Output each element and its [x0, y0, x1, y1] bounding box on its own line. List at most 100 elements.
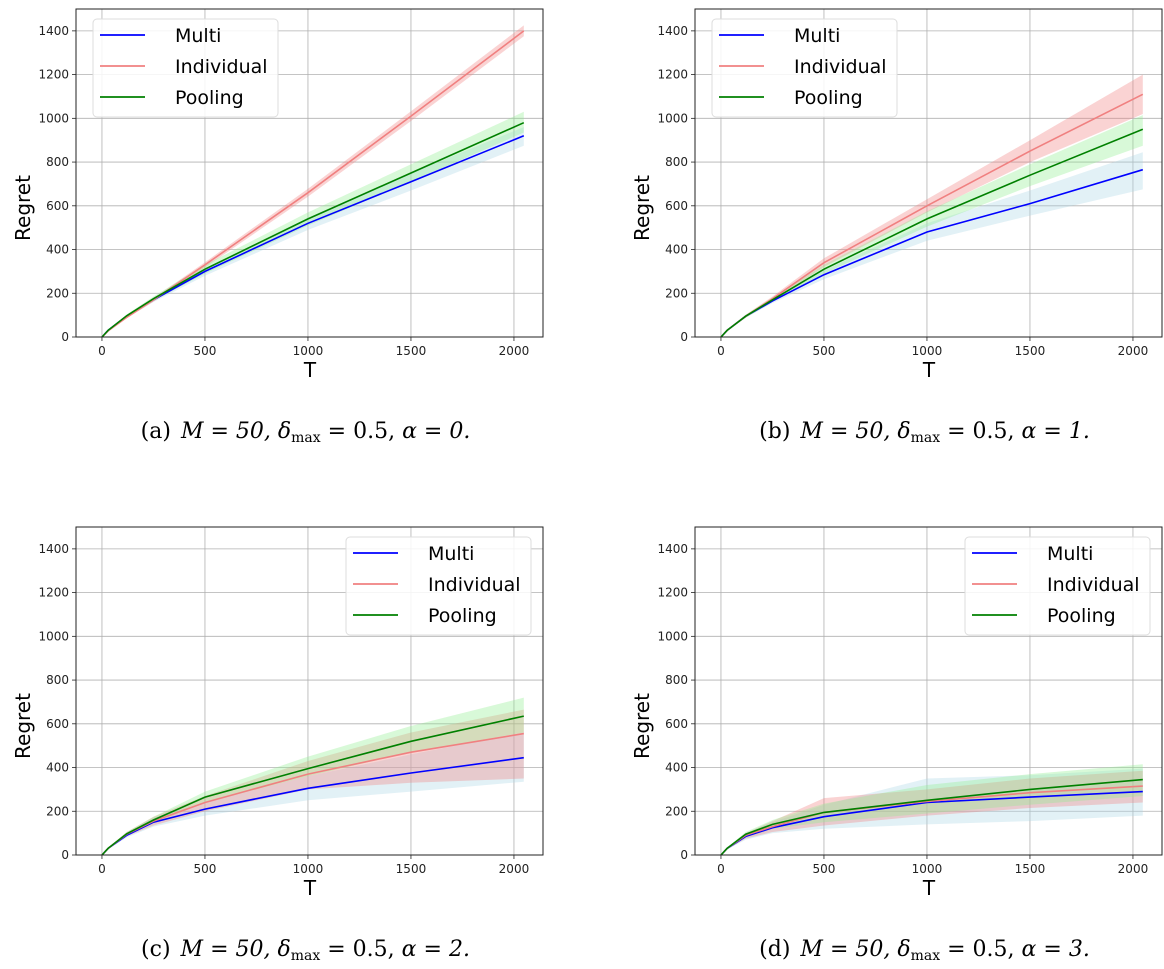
- legend-label-individual: Individual: [794, 56, 887, 78]
- series-line-pooling: [101, 121, 525, 338]
- x-tick-label: 2000: [1118, 344, 1149, 358]
- legend: Multi Individual Pooling: [711, 18, 898, 118]
- band-individual: [102, 709, 524, 855]
- band-pooling: [102, 111, 524, 337]
- y-tick-label: 800: [665, 673, 688, 687]
- x-tick-label: 1000: [912, 344, 943, 358]
- x-tick-label: 500: [813, 344, 836, 358]
- x-axis-label: T: [922, 876, 936, 900]
- x-tick-label: 2000: [499, 344, 530, 358]
- y-tick-label: 1400: [38, 542, 69, 556]
- caption-b: (b) M = 50, δmax = 0.5, α = 1.: [759, 419, 1090, 446]
- caption-delta: δ: [277, 937, 291, 962]
- x-tick-label: 2000: [499, 862, 530, 876]
- caption-d: (d) M = 50, δmax = 0.5, α = 3.: [759, 937, 1090, 964]
- legend-label-multi: Multi: [1047, 543, 1093, 565]
- y-tick-label: 1200: [38, 586, 69, 600]
- y-tick-label: 1400: [657, 542, 688, 556]
- subplot-c: 0 500 1000 1500 2000 0 200 400 600 800 1000 1200 140…: [11, 526, 544, 900]
- x-tick-label: 1500: [396, 862, 427, 876]
- x-axis-label: T: [303, 876, 317, 900]
- y-tick-label: 0: [680, 330, 688, 344]
- y-tick-label: 400: [46, 243, 69, 257]
- x-tick-label: 0: [98, 344, 106, 358]
- legend-box: [964, 536, 1151, 636]
- y-axis-label: Regret: [630, 175, 654, 241]
- subplot-a: 0 500 1000 1500 2000 0 200 400 600 800 1000 1200 140…: [11, 8, 544, 382]
- legend-label-pooling: Pooling: [794, 87, 863, 109]
- legend-label-multi: Multi: [794, 25, 840, 47]
- x-tick-label: 0: [717, 862, 725, 876]
- y-tick-label: 1200: [657, 586, 688, 600]
- y-tick-label: 1000: [657, 111, 688, 125]
- y-tick-label: 400: [665, 761, 688, 775]
- series-line-pooling: [720, 128, 1144, 338]
- x-tick-label: 1500: [1015, 862, 1046, 876]
- y-tick-label: 600: [665, 199, 688, 213]
- y-axis-label: Regret: [630, 693, 654, 759]
- caption-alpha: α = 0.: [402, 419, 471, 444]
- x-tick-label: 1000: [293, 862, 324, 876]
- band-multi: [721, 152, 1143, 337]
- y-tick-label: 800: [46, 673, 69, 687]
- y-tick-label: 600: [46, 717, 69, 731]
- caption-alpha: α = 2.: [401, 937, 470, 962]
- legend-label-individual: Individual: [175, 56, 268, 78]
- caption-delta-subscript: max: [290, 948, 321, 964]
- y-tick-label: 1000: [38, 111, 69, 125]
- legend: Multi Individual Pooling: [345, 536, 532, 636]
- axes-frame: [694, 8, 1163, 338]
- y-tick-label: 800: [665, 155, 688, 169]
- subplot-b: 0 500 1000 1500 2000 0 200 400 600 800 1000 1200 140…: [630, 8, 1163, 382]
- x-tick-label: 1000: [293, 344, 324, 358]
- y-tick-label: 600: [46, 199, 69, 213]
- caption-c: (c) M = 50, δmax = 0.5, α = 2.: [141, 937, 470, 964]
- x-tick-label: 1500: [396, 344, 427, 358]
- series-line-pooling: [720, 778, 1143, 856]
- caption-m: M = 50,: [180, 937, 278, 962]
- legend-label-pooling: Pooling: [1047, 605, 1116, 627]
- caption-m: M = 50,: [800, 419, 898, 444]
- y-tick-label: 1200: [38, 68, 69, 82]
- y-tick-label: 800: [46, 155, 69, 169]
- legend-box: [711, 18, 898, 118]
- legend-label-multi: Multi: [428, 543, 474, 565]
- axes-frame: [694, 526, 1163, 856]
- x-tick-label: 0: [717, 344, 725, 358]
- band-multi: [102, 732, 524, 855]
- y-tick-label: 600: [665, 717, 688, 731]
- legend-box: [92, 18, 279, 118]
- y-tick-label: 1400: [38, 24, 69, 38]
- axes-frame: [75, 8, 544, 338]
- y-tick-label: 0: [61, 330, 69, 344]
- caption-delta-value: = 0.5,: [940, 419, 1022, 444]
- y-tick-label: 400: [665, 243, 688, 257]
- y-tick-label: 1400: [657, 24, 688, 38]
- legend: Multi Individual Pooling: [964, 536, 1151, 636]
- caption-delta-value: = 0.5,: [940, 937, 1022, 962]
- legend-box: [345, 536, 532, 636]
- y-axis-label: Regret: [11, 175, 35, 241]
- x-tick-label: 500: [194, 862, 217, 876]
- y-tick-label: 400: [46, 761, 69, 775]
- axes-frame: [75, 526, 544, 856]
- band-pooling: [721, 764, 1143, 855]
- band-pooling: [102, 697, 524, 855]
- subplot-d: 0 500 1000 1500 2000 0 200 400 600 800 1000 1200 140…: [630, 526, 1163, 900]
- y-tick-label: 200: [46, 286, 69, 300]
- x-tick-label: 2000: [1118, 862, 1149, 876]
- x-tick-label: 500: [194, 344, 217, 358]
- caption-delta-value: = 0.5,: [320, 937, 402, 962]
- y-tick-label: 1000: [38, 629, 69, 643]
- x-tick-label: 500: [813, 862, 836, 876]
- caption-m: M = 50,: [180, 419, 278, 444]
- caption-delta: δ: [897, 937, 911, 962]
- caption-delta-subscript: max: [291, 430, 321, 446]
- x-tick-label: 0: [98, 862, 106, 876]
- caption-label: (b): [759, 419, 791, 444]
- y-tick-label: 200: [46, 804, 69, 818]
- band-multi: [721, 768, 1143, 855]
- y-axis-label: Regret: [11, 693, 35, 759]
- legend-label-individual: Individual: [1047, 574, 1140, 596]
